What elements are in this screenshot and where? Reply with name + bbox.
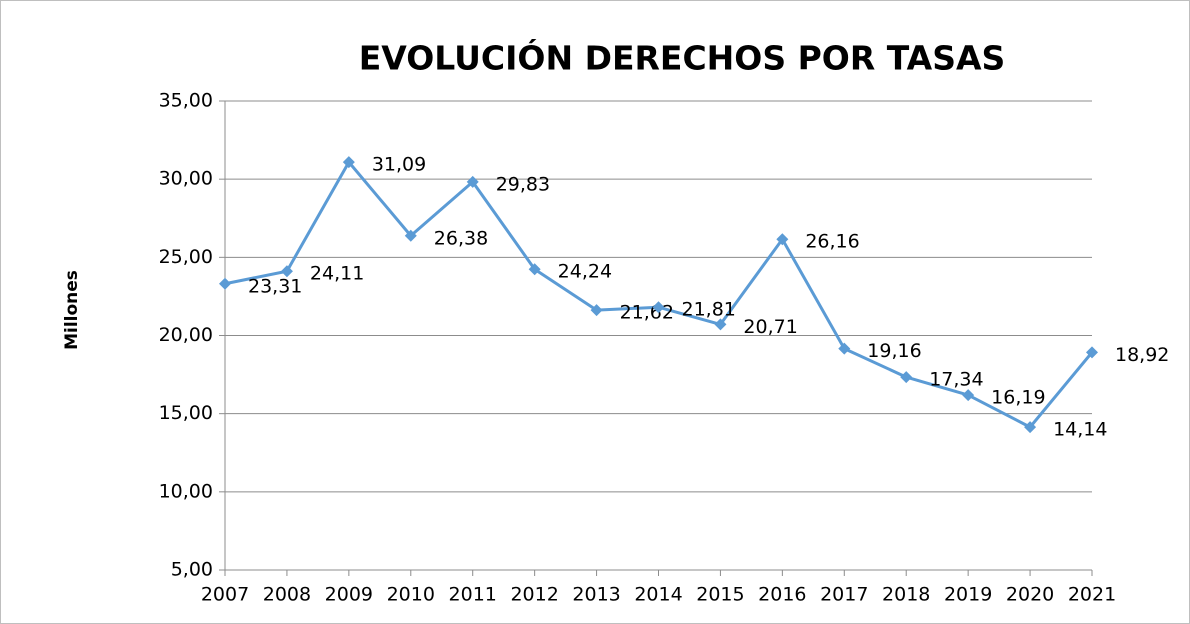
y-axis-label: Millones	[62, 270, 82, 350]
x-tick-label: 2018	[882, 584, 930, 606]
data-label: 23,31	[248, 275, 302, 297]
data-point	[466, 175, 479, 188]
data-label: 29,83	[496, 173, 550, 195]
y-tick-label: 5,00	[171, 559, 213, 581]
y-tick-label: 10,00	[159, 480, 213, 502]
data-point	[1024, 421, 1037, 434]
data-point	[838, 342, 851, 355]
x-tick-label: 2020	[1006, 584, 1054, 606]
x-tick-label: 2021	[1068, 584, 1116, 606]
data-point	[776, 233, 789, 246]
data-label: 19,16	[867, 340, 921, 362]
data-label: 16,19	[991, 387, 1045, 409]
y-tick-label: 35,00	[159, 90, 213, 112]
data-point	[219, 277, 231, 290]
data-point	[652, 301, 665, 314]
data-label: 26,16	[805, 231, 859, 253]
data-label: 14,14	[1053, 419, 1107, 441]
x-tick-label: 2010	[387, 584, 435, 606]
y-tick-label: 30,00	[159, 168, 213, 190]
x-tick-label: 2009	[325, 584, 373, 606]
x-tick-label: 2013	[572, 584, 620, 606]
x-tick-label: 2008	[263, 584, 311, 606]
data-label: 21,62	[620, 302, 674, 324]
data-label: 21,81	[682, 299, 736, 321]
x-tick-label: 2011	[449, 584, 497, 606]
data-label: 24,11	[310, 263, 364, 285]
x-tick-label: 2016	[758, 584, 806, 606]
data-point	[404, 229, 417, 242]
data-point	[528, 263, 541, 276]
x-tick-label: 2014	[634, 584, 682, 606]
data-label: 24,24	[558, 261, 612, 283]
chart-title: EVOLUCIÓN DERECHOS POR TASAS	[359, 38, 1006, 78]
data-label: 26,38	[434, 227, 488, 249]
x-tick-label: 2012	[510, 584, 558, 606]
data-point	[280, 265, 293, 278]
data-point	[714, 318, 727, 331]
data-label: 17,34	[929, 369, 983, 391]
data-point	[590, 304, 603, 317]
y-tick-label: 20,00	[159, 324, 213, 346]
data-label: 20,71	[743, 316, 797, 338]
data-point	[342, 156, 355, 169]
y-tick-label: 25,00	[159, 246, 213, 268]
x-tick-label: 2007	[201, 584, 249, 606]
data-point	[962, 389, 975, 402]
x-tick-label: 2017	[820, 584, 868, 606]
data-label: 18,92	[1115, 344, 1169, 366]
data-point	[900, 371, 913, 384]
data-point	[1086, 346, 1098, 359]
data-label: 31,09	[372, 154, 426, 176]
x-tick-label: 2015	[696, 584, 744, 606]
x-tick-label: 2019	[944, 584, 992, 606]
y-tick-label: 15,00	[159, 402, 213, 424]
